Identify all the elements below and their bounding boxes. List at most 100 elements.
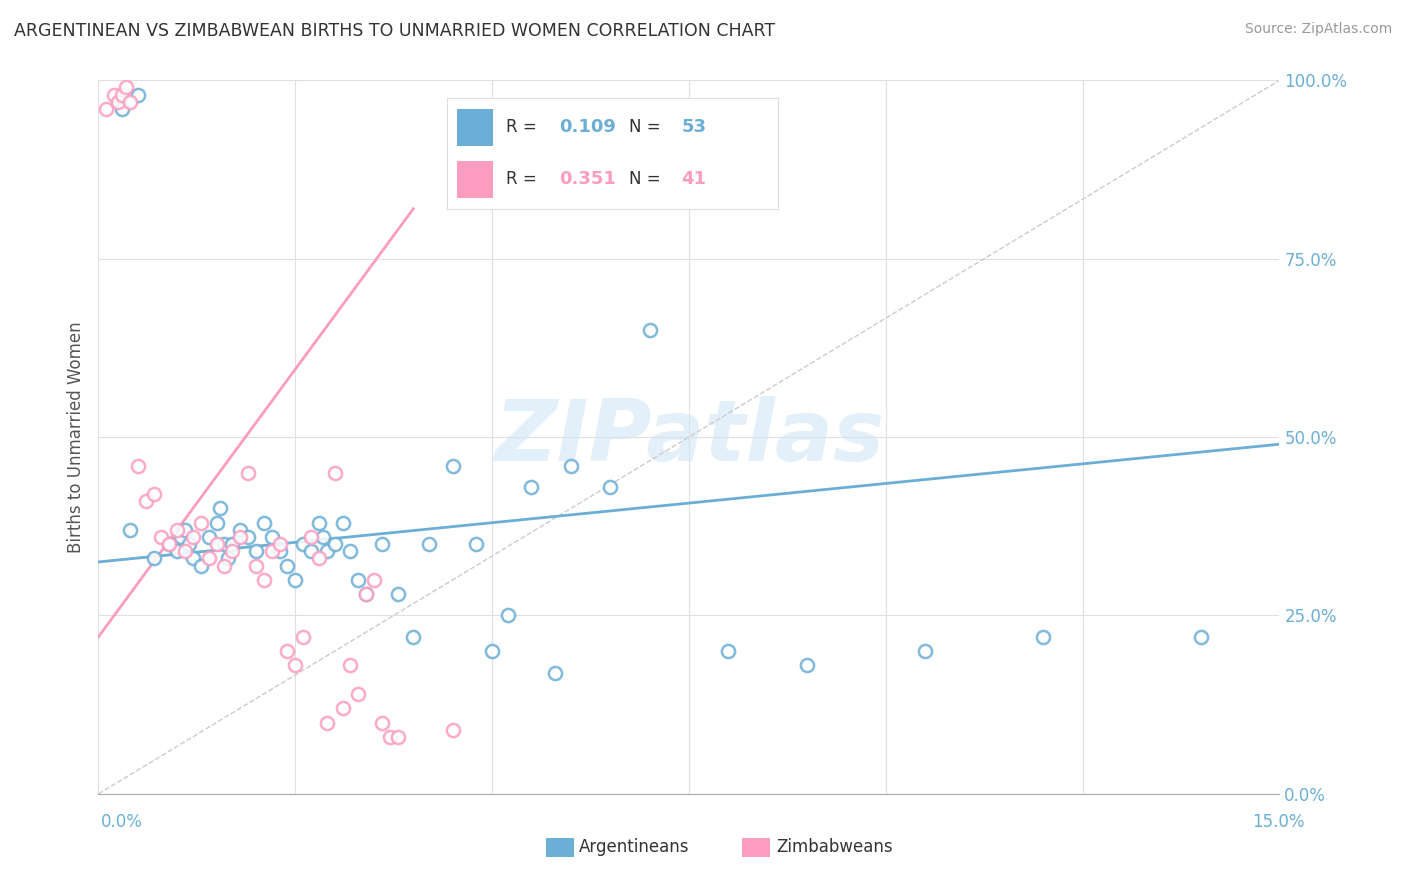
Text: 15.0%: 15.0% (1253, 814, 1305, 831)
Point (96, 102, 118, 116)
Y-axis label: Births to Unmarried Women: Births to Unmarried Women (66, 321, 84, 553)
Point (354, 587, 377, 601)
Point (308, 551, 330, 566)
Point (118, 523, 141, 537)
Point (560, 458, 582, 473)
Point (717, 644, 740, 658)
Point (418, 537, 440, 551)
Point (217, 551, 239, 566)
Point (284, 658, 307, 673)
Text: Source: ZipAtlas.com: Source: ZipAtlas.com (1244, 22, 1392, 37)
Point (292, 630, 315, 644)
Point (127, 458, 149, 473)
Point (142, 487, 165, 501)
Point (205, 537, 228, 551)
Point (276, 644, 298, 658)
Point (441, 458, 464, 473)
Point (245, 558, 267, 573)
Point (181, 551, 204, 566)
Point (292, 537, 315, 551)
Point (135, 494, 157, 508)
Text: Argentineans: Argentineans (579, 838, 690, 856)
Point (214, 537, 236, 551)
Point (260, 544, 283, 558)
Point (142, 551, 165, 566)
Point (205, 516, 228, 530)
Point (190, 558, 212, 573)
Point (1032, 630, 1054, 644)
Point (315, 715, 337, 730)
Point (260, 530, 283, 544)
Point (387, 587, 409, 601)
Point (544, 665, 567, 680)
Point (371, 715, 394, 730)
Point (332, 516, 354, 530)
Point (284, 573, 307, 587)
Point (245, 544, 267, 558)
Point (1189, 630, 1212, 644)
Point (253, 516, 276, 530)
Point (229, 530, 252, 544)
Point (118, 95, 141, 109)
Point (387, 730, 409, 744)
Point (111, 87, 134, 102)
Point (181, 530, 204, 544)
Point (214, 558, 236, 573)
Point (236, 530, 259, 544)
Point (315, 544, 337, 558)
Text: ZIPatlas: ZIPatlas (494, 395, 884, 479)
Point (371, 537, 394, 551)
Point (166, 544, 188, 558)
Point (190, 516, 212, 530)
Point (269, 544, 291, 558)
Text: ARGENTINEAN VS ZIMBABWEAN BIRTHS TO UNMARRIED WOMEN CORRELATION CHART: ARGENTINEAN VS ZIMBABWEAN BIRTHS TO UNMA… (14, 22, 775, 40)
Point (363, 573, 385, 587)
Point (157, 537, 180, 551)
Point (253, 573, 276, 587)
Point (402, 630, 425, 644)
Point (197, 530, 219, 544)
Point (229, 523, 252, 537)
Point (157, 537, 180, 551)
Point (236, 466, 259, 480)
Point (347, 687, 370, 701)
Point (197, 551, 219, 566)
Point (107, 95, 129, 109)
Point (339, 544, 361, 558)
Point (276, 558, 298, 573)
Point (520, 480, 543, 494)
Point (209, 501, 232, 516)
Point (481, 644, 503, 658)
Point (299, 544, 322, 558)
Point (312, 530, 335, 544)
Point (496, 608, 519, 623)
Point (127, 87, 149, 102)
Point (269, 537, 291, 551)
Point (332, 701, 354, 715)
Point (914, 644, 936, 658)
Point (299, 530, 322, 544)
Point (221, 537, 243, 551)
Point (796, 658, 818, 673)
Point (441, 723, 464, 737)
Text: 0.0%: 0.0% (101, 814, 143, 831)
Point (354, 587, 377, 601)
Point (221, 544, 243, 558)
Point (308, 516, 330, 530)
Point (323, 466, 346, 480)
Point (115, 80, 138, 95)
Point (465, 537, 488, 551)
Point (170, 530, 193, 544)
Point (103, 87, 125, 102)
Point (339, 658, 361, 673)
Point (347, 573, 370, 587)
Point (177, 537, 200, 551)
Point (174, 544, 197, 558)
Point (111, 102, 134, 116)
Point (638, 323, 661, 337)
Text: Zimbabweans: Zimbabweans (776, 838, 893, 856)
Point (323, 537, 346, 551)
Point (599, 480, 621, 494)
Point (150, 530, 173, 544)
Point (166, 523, 188, 537)
